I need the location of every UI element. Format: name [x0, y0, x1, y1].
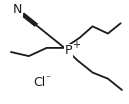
- Text: N: N: [13, 3, 22, 16]
- Text: P: P: [65, 45, 72, 58]
- Text: Cl: Cl: [33, 76, 45, 89]
- Text: ⁻: ⁻: [45, 75, 50, 85]
- Text: +: +: [72, 40, 80, 50]
